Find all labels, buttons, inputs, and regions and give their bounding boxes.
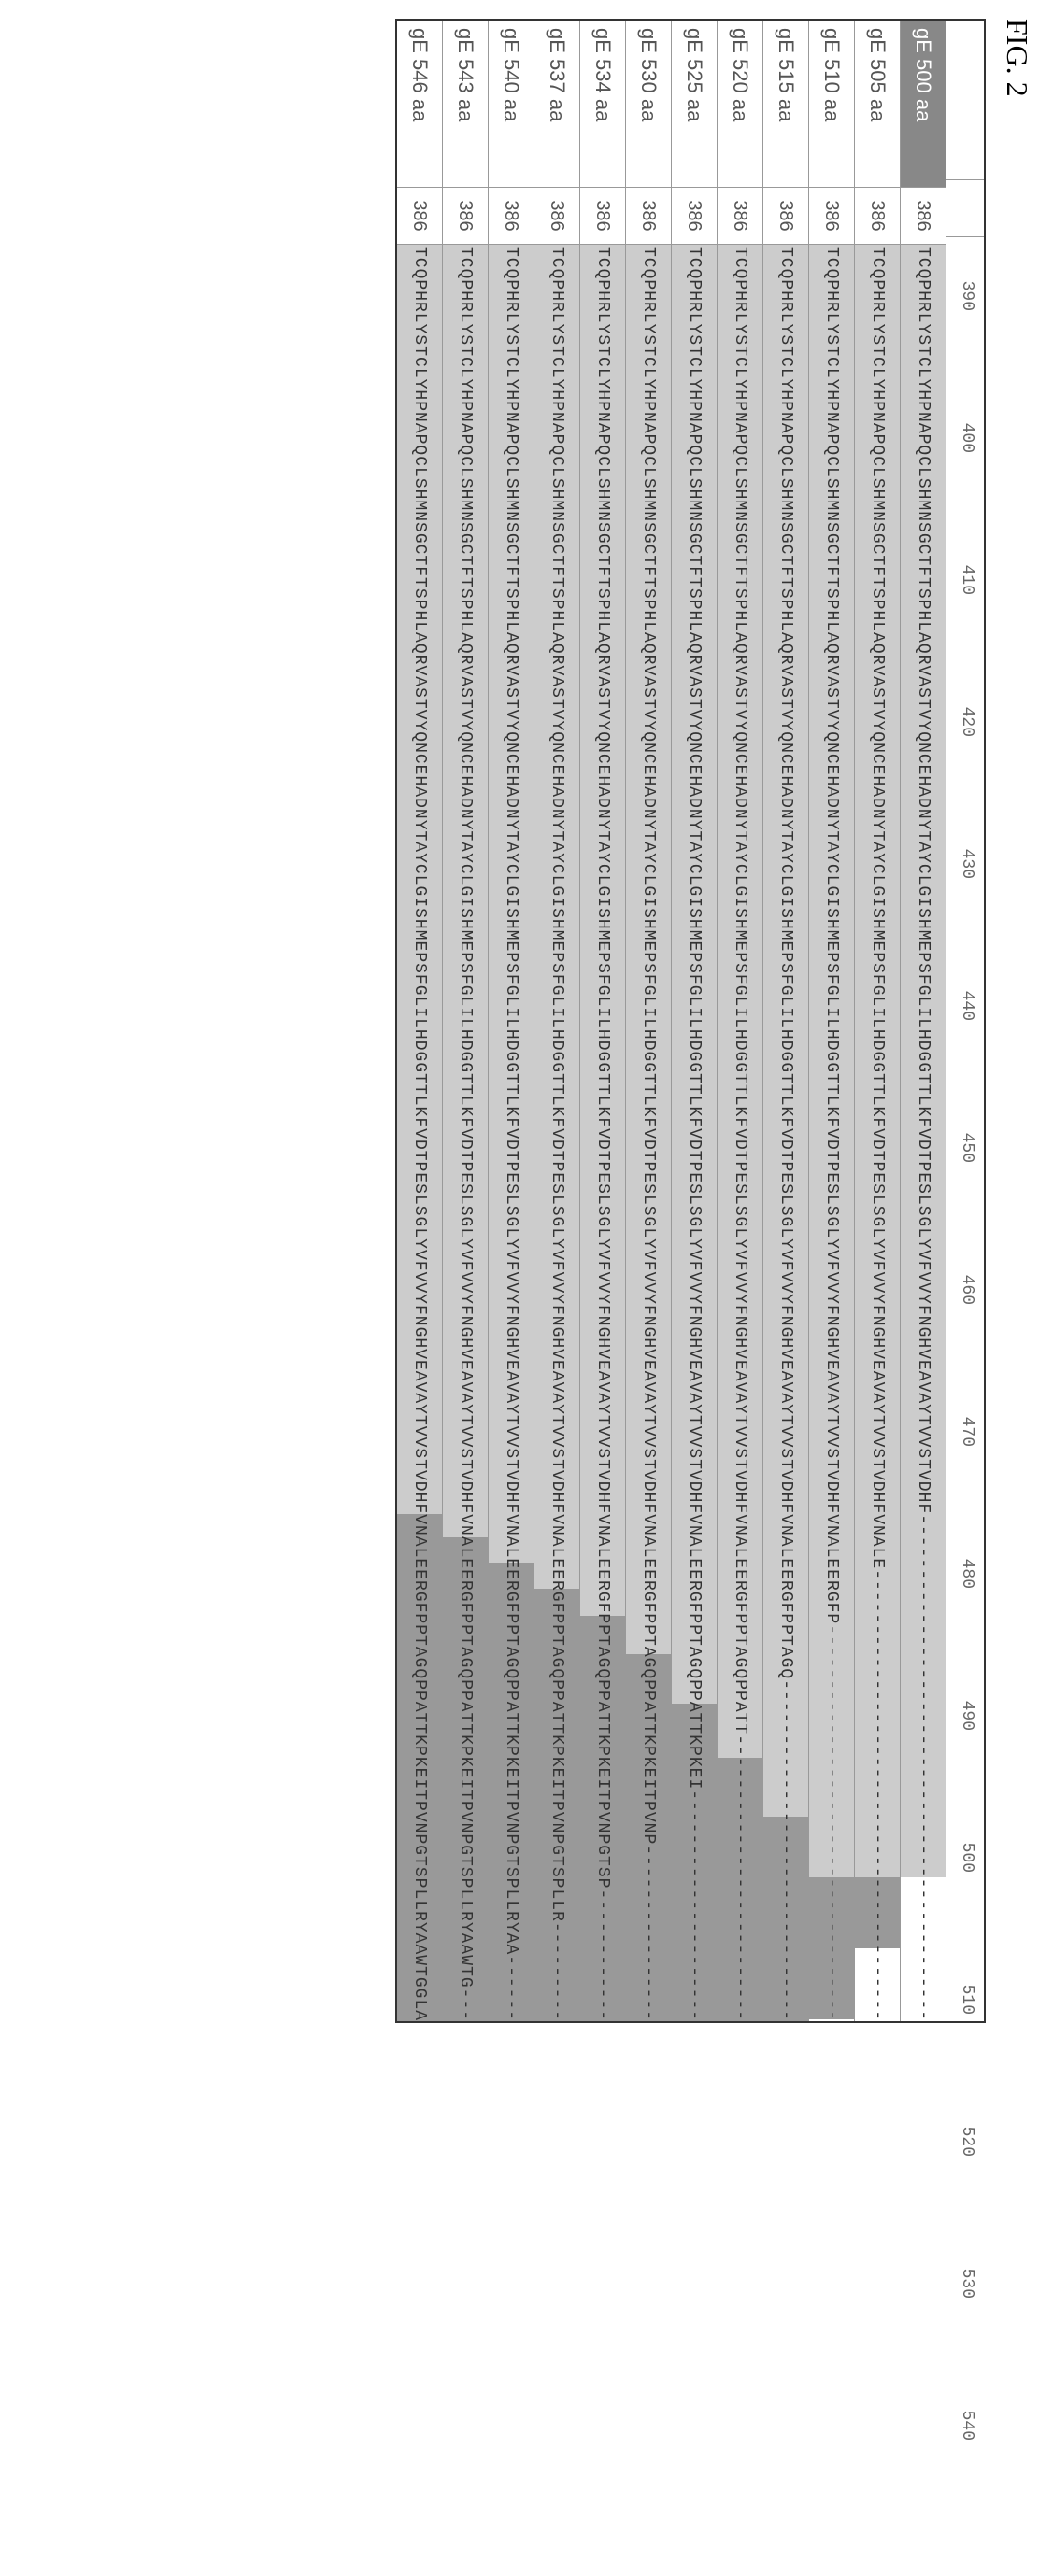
row-start-pos: 386: [763, 188, 808, 245]
alignment-row: gE 540 aa386TCQPHRLYSTCLYHPNAPQCLSHMNSGC…: [488, 21, 534, 2021]
row-start-pos: 386: [672, 188, 717, 245]
figure-label: FIG. 2: [1000, 19, 1034, 2557]
ruler-tick: 390: [958, 281, 976, 311]
ruler-tick: 470: [958, 1417, 976, 1447]
row-start-pos: 386: [397, 188, 442, 245]
row-sequence: TCQPHRLYSTCLYHPNAPQCLSHMNSGCTFTSPHLAQRVA…: [718, 245, 762, 2021]
ruler-tick: 400: [958, 423, 976, 453]
row-start-pos: 386: [580, 188, 625, 245]
row-start-pos: 386: [809, 188, 854, 245]
row-label: gE 534 aa: [580, 21, 625, 188]
ruler-tick: 450: [958, 1133, 976, 1163]
ruler-tick: 440: [958, 991, 976, 1021]
sequence-text: TCQPHRLYSTCLYHPNAPQCLSHMNSGCTFTSPHLAQRVA…: [410, 245, 429, 2021]
row-sequence: TCQPHRLYSTCLYHPNAPQCLSHMNSGCTFTSPHLAQRVA…: [626, 245, 671, 2021]
sequence-text: TCQPHRLYSTCLYHPNAPQCLSHMNSGCTFTSPHLAQRVA…: [502, 245, 520, 2021]
ruler-tick: 510: [958, 1985, 976, 2015]
alignment-row: gE 510 aa386TCQPHRLYSTCLYHPNAPQCLSHMNSGC…: [808, 21, 854, 2021]
row-sequence: TCQPHRLYSTCLYHPNAPQCLSHMNSGCTFTSPHLAQRVA…: [809, 245, 854, 2021]
row-sequence: TCQPHRLYSTCLYHPNAPQCLSHMNSGCTFTSPHLAQRVA…: [397, 245, 442, 2021]
row-label: gE 537 aa: [534, 21, 579, 188]
alignment-row: gE 525 aa386TCQPHRLYSTCLYHPNAPQCLSHMNSGC…: [671, 21, 717, 2021]
row-label: gE 505 aa: [855, 21, 900, 188]
row-sequence: TCQPHRLYSTCLYHPNAPQCLSHMNSGCTFTSPHLAQRVA…: [763, 245, 808, 2021]
row-start-pos: 386: [534, 188, 579, 245]
row-label: gE 525 aa: [672, 21, 717, 188]
alignment-row: gE 534 aa386TCQPHRLYSTCLYHPNAPQCLSHMNSGC…: [579, 21, 625, 2021]
row-sequence: TCQPHRLYSTCLYHPNAPQCLSHMNSGCTFTSPHLAQRVA…: [443, 245, 488, 2021]
sequence-text: TCQPHRLYSTCLYHPNAPQCLSHMNSGCTFTSPHLAQRVA…: [914, 245, 932, 2021]
sequence-text: TCQPHRLYSTCLYHPNAPQCLSHMNSGCTFTSPHLAQRVA…: [731, 245, 749, 2021]
row-sequence: TCQPHRLYSTCLYHPNAPQCLSHMNSGCTFTSPHLAQRVA…: [855, 245, 900, 2021]
row-label: gE 540 aa: [489, 21, 534, 188]
row-label: gE 515 aa: [763, 21, 808, 188]
alignment-row: gE 520 aa386TCQPHRLYSTCLYHPNAPQCLSHMNSGC…: [717, 21, 762, 2021]
ruler-tick: 530: [958, 2269, 976, 2299]
ruler-tick: 420: [958, 707, 976, 737]
ruler-tick: 500: [958, 1843, 976, 1873]
row-sequence: TCQPHRLYSTCLYHPNAPQCLSHMNSGCTFTSPHLAQRVA…: [580, 245, 625, 2021]
alignment-row: gE 515 aa386TCQPHRLYSTCLYHPNAPQCLSHMNSGC…: [762, 21, 808, 2021]
ruler-pos-spacer: [946, 180, 984, 237]
alignment-row: gE 500 aa386TCQPHRLYSTCLYHPNAPQCLSHMNSGC…: [900, 21, 946, 2021]
alignment-row: gE 546 aa386TCQPHRLYSTCLYHPNAPQCLSHMNSGC…: [397, 21, 442, 2021]
ruler-tick: 460: [958, 1275, 976, 1305]
ruler-row: 3904004104204304404504604704804905005105…: [946, 21, 984, 2021]
alignment-row: gE 530 aa386TCQPHRLYSTCLYHPNAPQCLSHMNSGC…: [625, 21, 671, 2021]
alignment-row: gE 543 aa386TCQPHRLYSTCLYHPNAPQCLSHMNSGC…: [442, 21, 488, 2021]
row-sequence: TCQPHRLYSTCLYHPNAPQCLSHMNSGCTFTSPHLAQRVA…: [672, 245, 717, 2021]
ruler-label-spacer: [946, 21, 984, 180]
alignment-row: gE 537 aa386TCQPHRLYSTCLYHPNAPQCLSHMNSGC…: [534, 21, 579, 2021]
row-start-pos: 386: [489, 188, 534, 245]
sequence-text: TCQPHRLYSTCLYHPNAPQCLSHMNSGCTFTSPHLAQRVA…: [868, 245, 887, 2021]
sequence-text: TCQPHRLYSTCLYHPNAPQCLSHMNSGCTFTSPHLAQRVA…: [776, 245, 795, 2021]
row-start-pos: 386: [626, 188, 671, 245]
row-label: gE 546 aa: [397, 21, 442, 188]
row-start-pos: 386: [443, 188, 488, 245]
row-label: gE 520 aa: [718, 21, 762, 188]
sequence-text: TCQPHRLYSTCLYHPNAPQCLSHMNSGCTFTSPHLAQRVA…: [593, 245, 612, 2021]
ruler-tick: 410: [958, 565, 976, 595]
sequence-text: TCQPHRLYSTCLYHPNAPQCLSHMNSGCTFTSPHLAQRVA…: [685, 245, 704, 2021]
ruler-tick: 520: [958, 2127, 976, 2157]
sequence-text: TCQPHRLYSTCLYHPNAPQCLSHMNSGCTFTSPHLAQRVA…: [548, 245, 566, 2021]
row-start-pos: 386: [901, 188, 946, 245]
row-label: gE 543 aa: [443, 21, 488, 188]
row-label: gE 510 aa: [809, 21, 854, 188]
ruler-tick: 430: [958, 849, 976, 879]
row-start-pos: 386: [718, 188, 762, 245]
ruler-tick: 540: [958, 2411, 976, 2441]
row-sequence: TCQPHRLYSTCLYHPNAPQCLSHMNSGCTFTSPHLAQRVA…: [901, 245, 946, 2021]
alignment-row: gE 505 aa386TCQPHRLYSTCLYHPNAPQCLSHMNSGC…: [854, 21, 900, 2021]
sequence-text: TCQPHRLYSTCLYHPNAPQCLSHMNSGCTFTSPHLAQRVA…: [639, 245, 658, 2021]
alignment-table: 3904004104204304404504604704804905005105…: [395, 19, 986, 2023]
ruler-tick: 480: [958, 1559, 976, 1589]
row-label: gE 500 aa: [901, 21, 946, 188]
row-label: gE 530 aa: [626, 21, 671, 188]
ruler-ticks-area: 3904004104204304404504604704804905005105…: [946, 237, 984, 2021]
row-sequence: TCQPHRLYSTCLYHPNAPQCLSHMNSGCTFTSPHLAQRVA…: [489, 245, 534, 2021]
sequence-text: TCQPHRLYSTCLYHPNAPQCLSHMNSGCTFTSPHLAQRVA…: [456, 245, 475, 2021]
row-sequence: TCQPHRLYSTCLYHPNAPQCLSHMNSGCTFTSPHLAQRVA…: [534, 245, 579, 2021]
row-start-pos: 386: [855, 188, 900, 245]
ruler-tick: 490: [958, 1701, 976, 1731]
sequence-text: TCQPHRLYSTCLYHPNAPQCLSHMNSGCTFTSPHLAQRVA…: [822, 245, 841, 2021]
